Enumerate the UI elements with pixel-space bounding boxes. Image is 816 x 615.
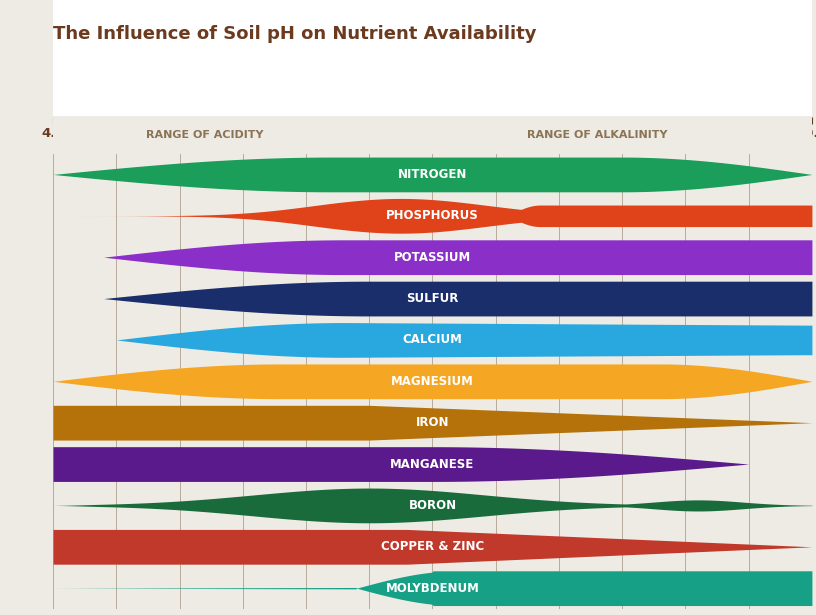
Text: SULFUR: SULFUR — [406, 292, 459, 305]
Text: PHOSPHORUS: PHOSPHORUS — [386, 209, 479, 222]
Text: COPPER & ZINC: COPPER & ZINC — [381, 541, 484, 554]
Text: POTASSIUM: POTASSIUM — [394, 251, 471, 264]
Text: MOLYBDENUM: MOLYBDENUM — [385, 582, 480, 595]
Text: MAGNESIUM: MAGNESIUM — [391, 375, 474, 388]
Text: NITROGEN: NITROGEN — [397, 168, 468, 181]
Text: RANGE OF ALKALINITY: RANGE OF ALKALINITY — [526, 130, 667, 140]
Text: The Influence of Soil pH on Nutrient Availability: The Influence of Soil pH on Nutrient Ava… — [53, 25, 537, 43]
Text: CALCIUM: CALCIUM — [402, 333, 463, 346]
Text: BORON: BORON — [409, 499, 456, 512]
Text: MANGANESE: MANGANESE — [390, 458, 475, 470]
Text: IRON: IRON — [415, 416, 450, 429]
Text: RANGE OF ACIDITY: RANGE OF ACIDITY — [146, 130, 264, 140]
